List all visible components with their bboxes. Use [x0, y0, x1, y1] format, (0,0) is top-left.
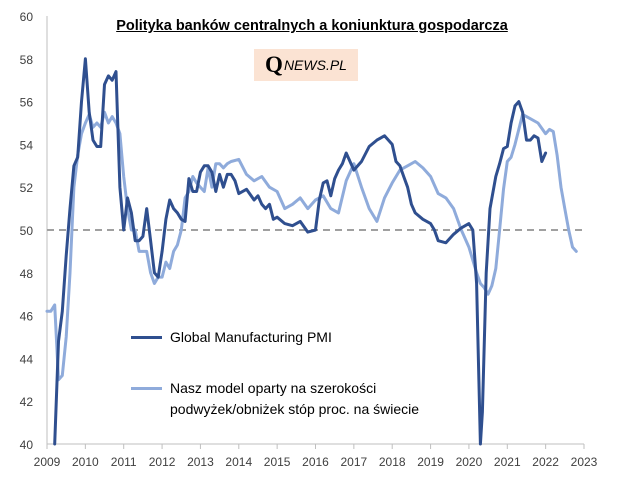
y-tick-label: 58 [20, 53, 34, 67]
y-tick-label: 48 [20, 267, 34, 281]
x-tick-label: 2020 [456, 455, 483, 469]
x-tick-label: 2011 [111, 455, 137, 469]
y-tick-label: 50 [20, 224, 34, 238]
legend-swatch-pmi [131, 336, 162, 339]
y-tick-label: 54 [20, 138, 34, 152]
y-tick-label: 44 [20, 352, 34, 366]
x-tick-label: 2013 [187, 455, 214, 469]
x-tick-label: 2017 [341, 455, 368, 469]
y-tick-label: 42 [20, 395, 34, 409]
qnews-logo: Q NEWS.PL [254, 49, 358, 81]
x-tick-label: 2010 [72, 455, 99, 469]
x-tick-label: 2019 [417, 455, 444, 469]
chart-title: Polityka banków centralnych a koniunktur… [116, 18, 508, 34]
x-tick-label: 2012 [149, 455, 176, 469]
series-line-global-pmi [53, 57, 548, 446]
x-tick-label: 2023 [571, 455, 598, 469]
legend-label-model-line2: podwyżek/obniżek stóp proc. na świecie [170, 401, 420, 417]
legend-label-pmi: Global Manufacturing PMI [170, 329, 332, 345]
legend-label-model-line1: Nasz model oparty na szerokości [170, 380, 377, 396]
y-tick-label: 60 [20, 10, 34, 24]
x-tick-label: 2018 [379, 455, 406, 469]
x-tick-label: 2014 [225, 455, 252, 469]
x-tick-label: 2015 [264, 455, 291, 469]
y-tick-label: 56 [20, 96, 34, 110]
y-tick-label: 40 [20, 438, 34, 452]
legend-swatch-model [131, 387, 162, 390]
x-tick-label: 2021 [494, 455, 521, 469]
logo-q: Q [265, 52, 283, 77]
series-line-model [45, 110, 578, 382]
x-tick-label: 2009 [34, 455, 61, 469]
y-tick-label: 46 [20, 310, 34, 324]
series-layer [45, 57, 578, 446]
x-tick-label: 2016 [302, 455, 329, 469]
tick-label-layer: 40 42 44 46 48 50 52 54 56 58 60 2009 2010 2011 2012 20… [20, 10, 598, 469]
y-tick-label: 52 [20, 181, 34, 195]
x-tick-label: 2022 [532, 455, 559, 469]
logo-rest: NEWS.PL [283, 57, 347, 73]
